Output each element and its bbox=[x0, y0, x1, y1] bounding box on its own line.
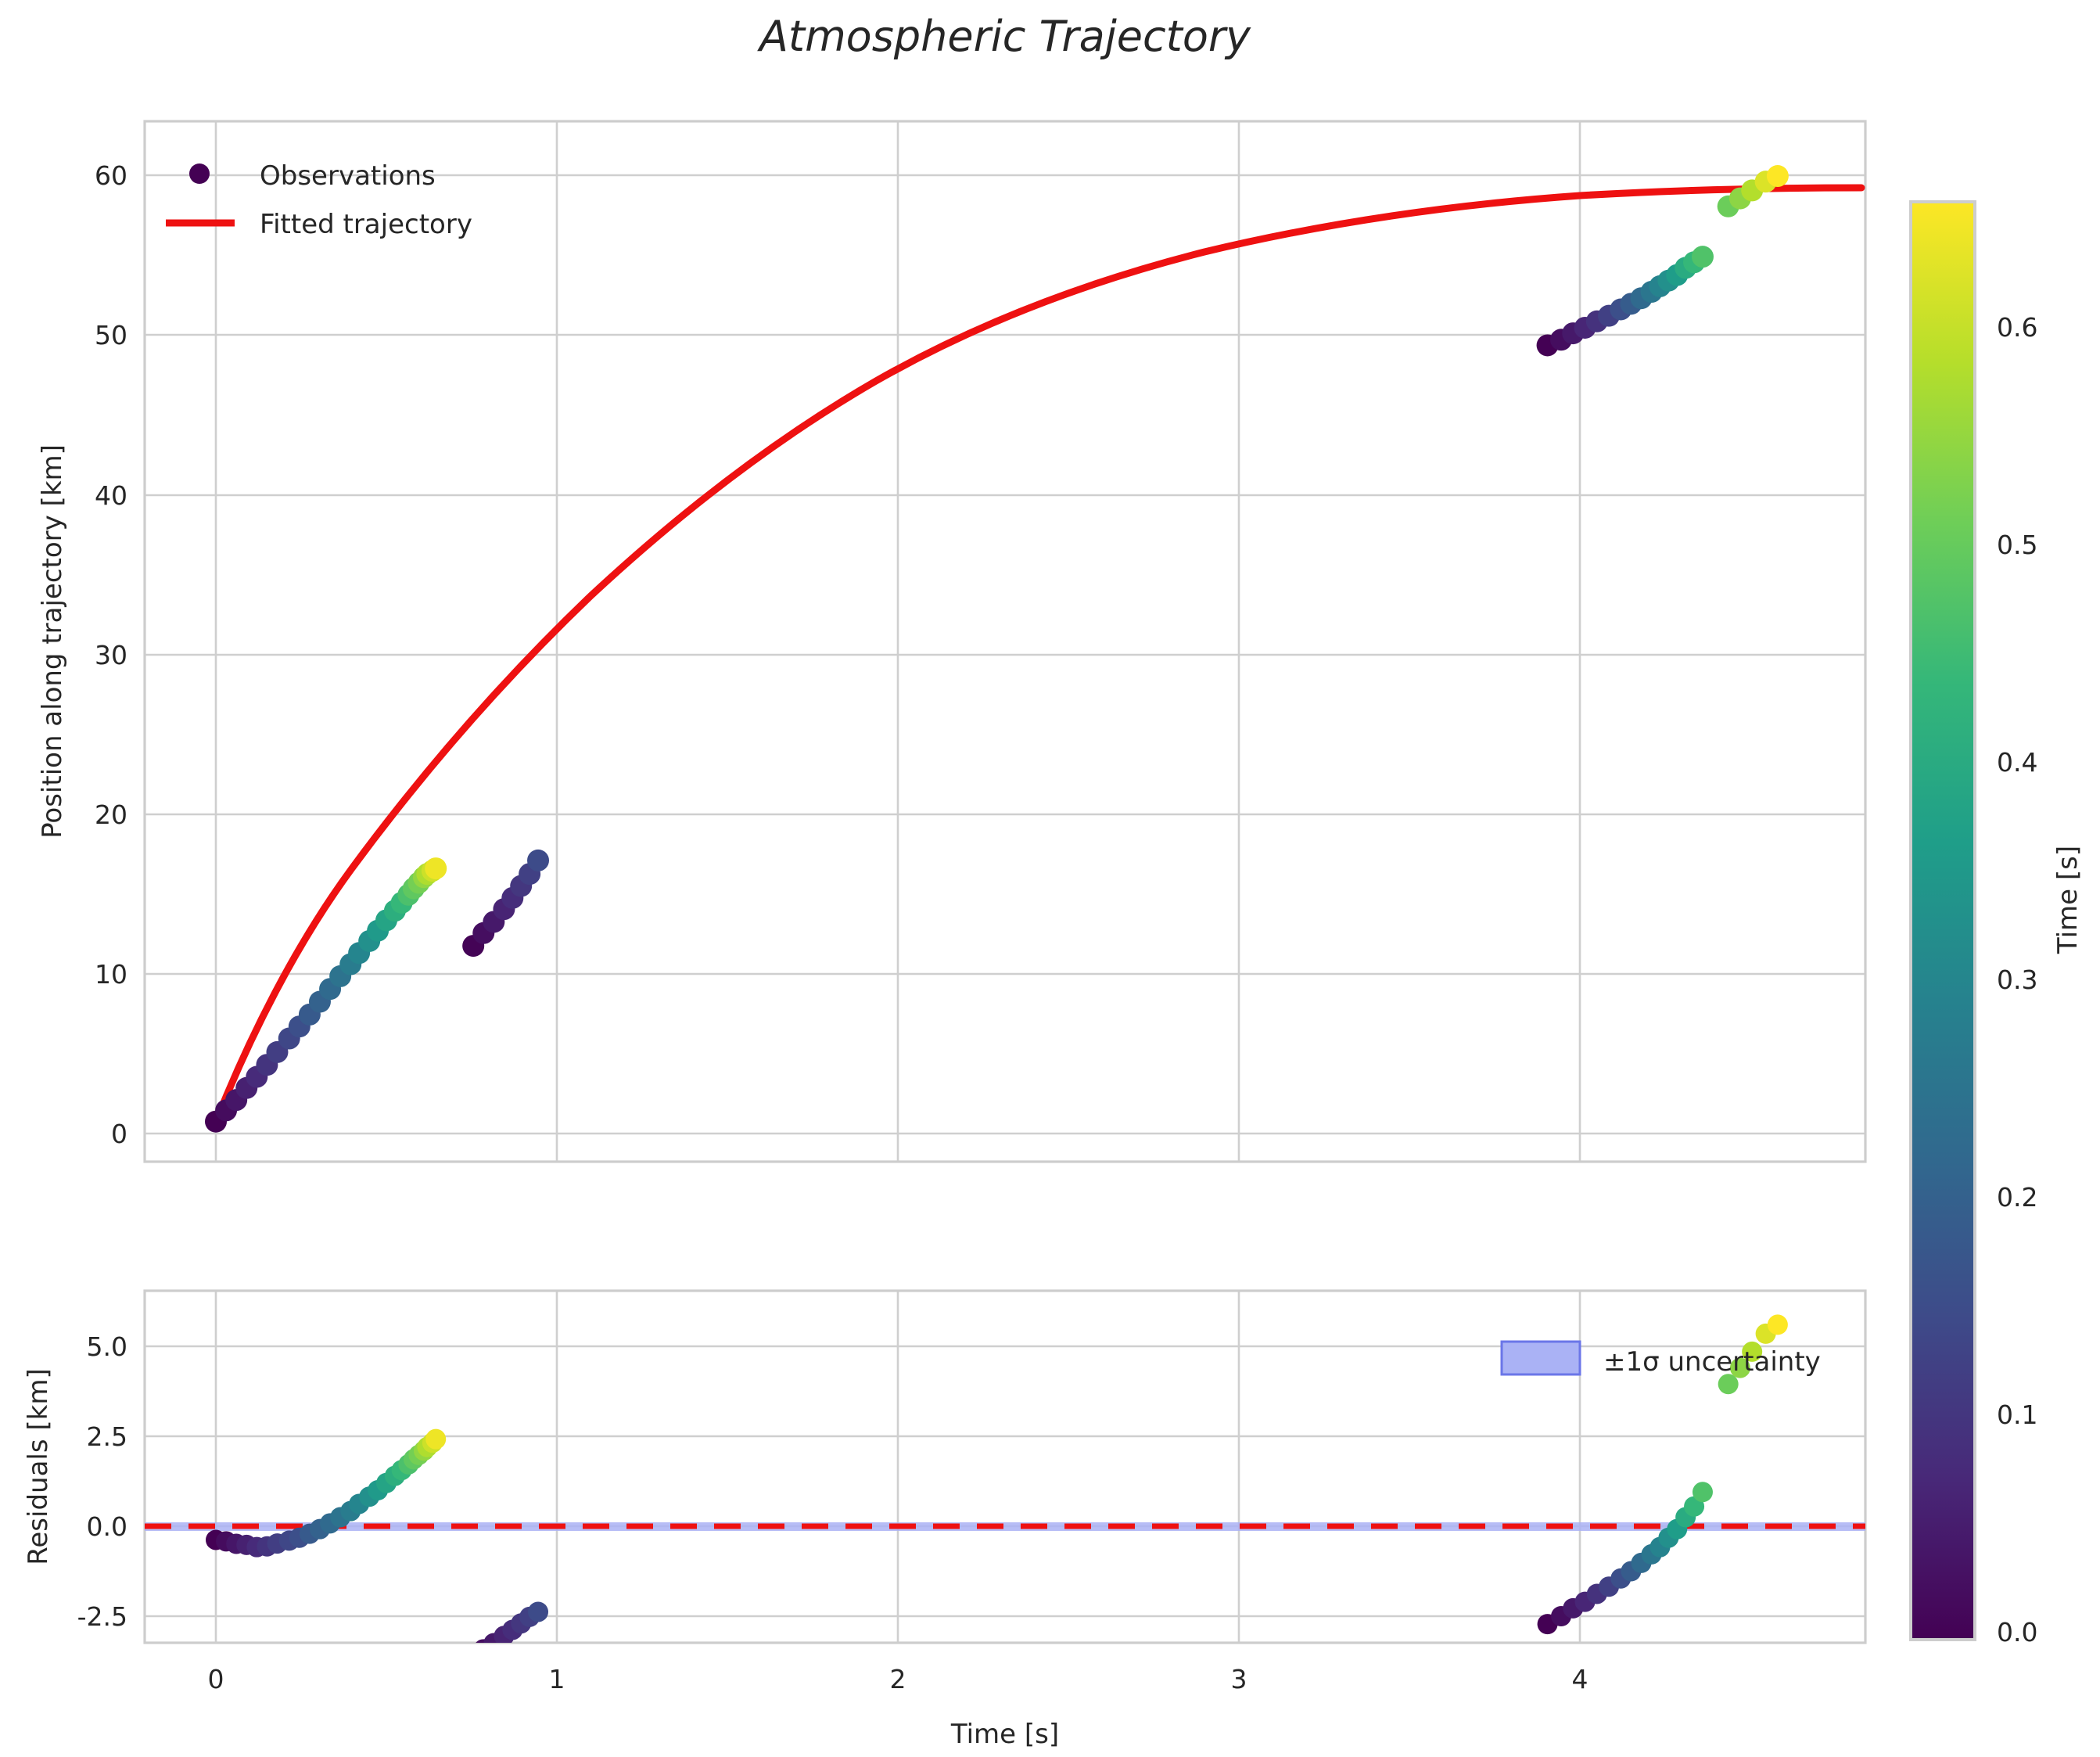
legend-label-observations: Observations bbox=[260, 160, 436, 192]
legend-label-fitted-trajectory: Fitted trajectory bbox=[260, 209, 472, 240]
residual-axes-frame bbox=[143, 1289, 1867, 1644]
residual-point bbox=[1718, 1374, 1739, 1395]
main-axes-frame bbox=[143, 120, 1867, 1163]
residual-point bbox=[1767, 1314, 1788, 1335]
observations-scatter bbox=[205, 165, 1789, 1133]
residual-point bbox=[425, 1428, 447, 1450]
main-ytick-40: 40 bbox=[95, 480, 127, 511]
residual-panel: 5.0 2.5 0.0 -2.5 Residuals [km] ±1σ unce… bbox=[23, 1289, 1867, 1750]
shared-xtick-labels: 0 1 2 3 4 bbox=[208, 1664, 1588, 1694]
cbar-tick-0p4: 0.4 bbox=[1997, 747, 2037, 778]
residual-point bbox=[1729, 1357, 1750, 1378]
legend-marker-observations bbox=[189, 163, 210, 184]
legend-patch-uncertainty bbox=[1500, 1340, 1581, 1376]
cbar-tick-0p6: 0.6 bbox=[1997, 312, 2037, 343]
main-ytick-0: 0 bbox=[111, 1119, 127, 1149]
cbar-tick-0p2: 0.2 bbox=[1997, 1182, 2037, 1213]
figure-title: Atmospheric Trajectory bbox=[757, 12, 1251, 61]
fitted-trajectory-line bbox=[212, 184, 1865, 1126]
shared-xlabel: Time [s] bbox=[950, 1719, 1059, 1750]
main-ytick-10: 10 bbox=[95, 959, 127, 990]
residual-point bbox=[1692, 1482, 1713, 1503]
main-ytick-30: 30 bbox=[95, 640, 127, 670]
xtick-3: 3 bbox=[1231, 1664, 1247, 1694]
legend-label-uncertainty: ±1σ uncertainty bbox=[1603, 1346, 1821, 1378]
residual-legend: ±1σ uncertainty bbox=[1500, 1340, 1821, 1378]
main-ylabel: Position along trajectory [km] bbox=[37, 444, 68, 839]
main-data-area bbox=[205, 165, 1865, 1133]
observation-point bbox=[1766, 165, 1789, 188]
residual-point bbox=[528, 1601, 549, 1622]
xtick-4: 4 bbox=[1572, 1664, 1588, 1694]
resid-ytick-2p5: 2.5 bbox=[87, 1421, 127, 1452]
residual-data-area bbox=[206, 1314, 1788, 1643]
uncertainty-band bbox=[145, 1522, 1865, 1531]
xtick-2: 2 bbox=[890, 1664, 906, 1694]
residual-point bbox=[1742, 1341, 1763, 1362]
residual-ylabel: Residuals [km] bbox=[23, 1368, 54, 1565]
colorbar-label: Time [s] bbox=[2052, 846, 2084, 954]
resid-ytick-neg2p5: -2.5 bbox=[77, 1601, 127, 1632]
observation-point bbox=[425, 857, 447, 880]
main-ytick-20: 20 bbox=[95, 799, 127, 830]
main-ytick-60: 60 bbox=[95, 160, 127, 191]
cbar-tick-0p0: 0.0 bbox=[1997, 1617, 2037, 1647]
xtick-1: 1 bbox=[549, 1664, 565, 1694]
main-ytick-labels: 60 50 40 30 20 10 0 bbox=[95, 160, 127, 1149]
xtick-0: 0 bbox=[208, 1664, 224, 1694]
main-legend: Observations Fitted trajectory bbox=[166, 160, 472, 240]
main-grid-horizontal bbox=[145, 174, 1865, 1135]
colorbar: 0.0 0.1 0.2 0.3 0.4 0.5 0.6 Time [s] bbox=[1909, 200, 2084, 1647]
colorbar-tick-labels: 0.0 0.1 0.2 0.3 0.4 0.5 0.6 bbox=[1997, 312, 2037, 1647]
main-ytick-50: 50 bbox=[95, 320, 127, 350]
residual-ytick-labels: 5.0 2.5 0.0 -2.5 bbox=[77, 1331, 127, 1632]
cbar-tick-0p5: 0.5 bbox=[1997, 530, 2037, 560]
resid-ytick-5: 5.0 bbox=[87, 1331, 127, 1362]
main-panel: 60 50 40 30 20 10 0 Position along traje… bbox=[37, 120, 1867, 1163]
observation-point bbox=[1691, 246, 1714, 268]
colorbar-gradient bbox=[1909, 200, 1976, 1641]
residual-scatter bbox=[206, 1314, 1788, 1643]
cbar-tick-0p3: 0.3 bbox=[1997, 965, 2037, 995]
main-grid-vertical bbox=[214, 121, 1581, 1162]
resid-ytick-0: 0.0 bbox=[87, 1511, 127, 1542]
cbar-tick-0p1: 0.1 bbox=[1997, 1399, 2037, 1430]
observation-point bbox=[527, 849, 550, 871]
